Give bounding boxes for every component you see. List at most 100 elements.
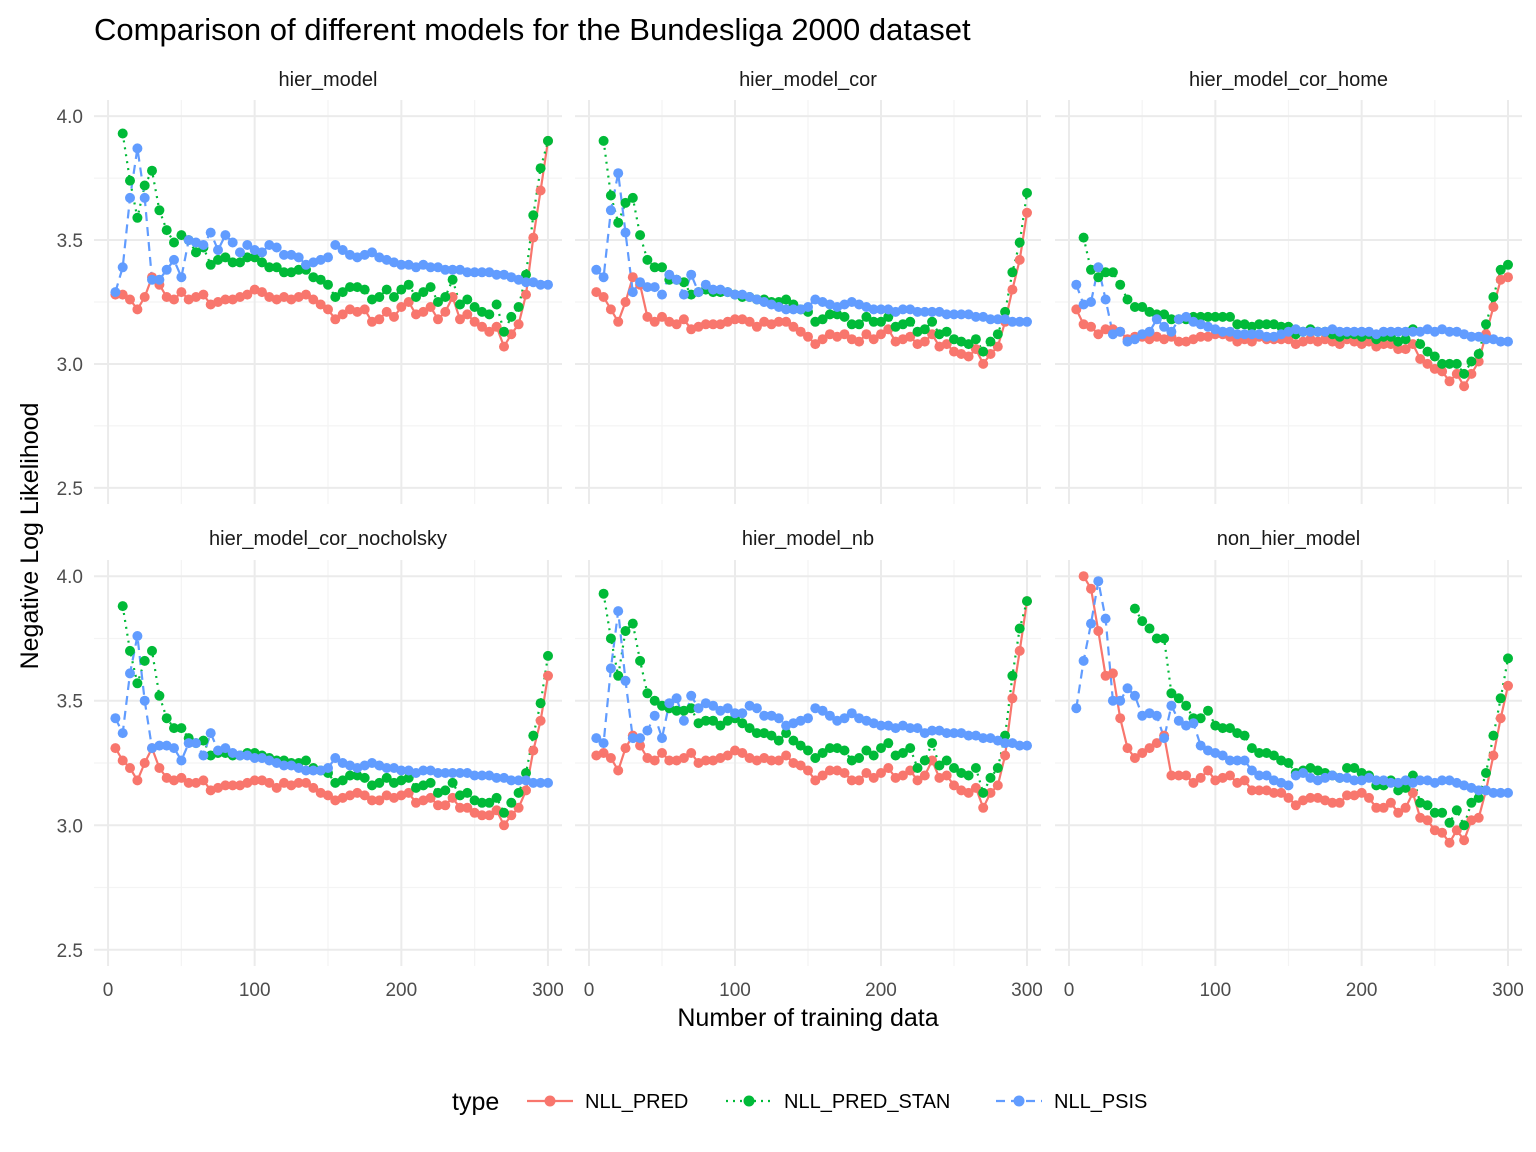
data-point-NLL_PRED: [627, 272, 638, 283]
data-point-NLL_PRED: [1100, 324, 1111, 335]
data-point-NLL_PSIS: [235, 247, 245, 258]
data-point-NLL_PRED_STAN: [1400, 782, 1411, 793]
data-point-NLL_PRED_STAN: [440, 785, 451, 796]
data-point-NLL_PRED: [1137, 748, 1148, 758]
data-point-NLL_PRED_STAN: [1000, 306, 1011, 317]
data-point-NLL_PRED: [598, 292, 609, 302]
data-point-NLL_PRED_STAN: [883, 738, 894, 749]
data-point-NLL_PRED: [854, 336, 865, 347]
data-point-NLL_PRED_STAN: [919, 324, 930, 335]
data-point-NLL_PRED_STAN: [169, 237, 179, 248]
data-point-NLL_PSIS: [1342, 326, 1352, 337]
data-point-NLL_PRED: [154, 763, 165, 773]
data-point-NLL_PRED: [1173, 336, 1184, 347]
data-point-NLL_PSIS: [169, 254, 179, 265]
data-point-NLL_PRED_STAN: [345, 770, 355, 781]
data-point-NLL_PRED: [462, 802, 473, 813]
data-point-NLL_PSIS: [941, 728, 952, 739]
data-point-NLL_PSIS: [949, 728, 959, 739]
data-point-NLL_PRED: [484, 326, 495, 337]
data-point-NLL_PRED: [396, 302, 407, 312]
data-point-NLL_PRED: [433, 800, 443, 811]
data-point-NLL_PRED_STAN: [985, 336, 996, 347]
data-point-NLL_PRED: [308, 782, 319, 793]
data-point-NLL_PSIS: [308, 765, 319, 776]
data-point-NLL_PRED_STAN: [1203, 705, 1213, 716]
data-point-NLL_PRED: [477, 810, 487, 821]
data-point-NLL_PRED_STAN: [1444, 817, 1455, 828]
data-point-NLL_PRED_STAN: [1166, 314, 1177, 325]
data-point-NLL_PRED: [927, 329, 938, 340]
data-point-NLL_PSIS: [1378, 326, 1389, 337]
data-point-NLL_PRED: [781, 316, 792, 327]
data-point-NLL_PRED: [1007, 693, 1018, 704]
data-point-NLL_PSIS: [1007, 316, 1018, 327]
data-point-NLL_PSIS: [598, 738, 609, 749]
data-point-NLL_PSIS: [1217, 750, 1228, 761]
data-point-NLL_PRED: [678, 314, 689, 325]
data-point-NLL_PSIS: [868, 304, 879, 315]
data-point-NLL_PSIS: [1239, 329, 1250, 340]
data-point-NLL_PSIS: [198, 750, 209, 761]
data-point-NLL_PRED: [861, 768, 872, 778]
data-point-NLL_PSIS: [627, 733, 638, 744]
data-point-NLL_PRED: [455, 314, 465, 325]
data-point-NLL_PRED: [403, 297, 414, 307]
data-point-NLL_PRED: [868, 334, 879, 345]
data-point-NLL_PSIS: [1261, 331, 1272, 342]
data-point-NLL_PRED: [657, 311, 667, 322]
data-point-NLL_PRED: [535, 715, 546, 726]
data-point-NLL_PRED: [795, 760, 806, 771]
data-point-NLL_PRED: [657, 748, 667, 758]
data-point-NLL_PSIS: [1481, 334, 1491, 345]
data-point-NLL_PSIS: [425, 262, 436, 273]
data-point-NLL_PRED_STAN: [744, 723, 755, 734]
data-point-NLL_PRED_STAN: [1254, 319, 1265, 330]
data-point-NLL_PSIS: [1371, 775, 1382, 786]
facet-strip-label: hier_model_cor: [739, 69, 877, 91]
data-point-NLL_PSIS: [1071, 703, 1082, 714]
data-point-NLL_PRED: [271, 782, 282, 793]
data-point-NLL_PRED: [649, 755, 660, 766]
data-point-NLL_PRED_STAN: [205, 259, 216, 270]
y-tick-label: 3.0: [57, 816, 83, 837]
data-point-NLL_PSIS: [1393, 326, 1404, 337]
data-point-NLL_PSIS: [1100, 294, 1111, 305]
facet-strip-label: hier_model_cor_nocholsky: [209, 528, 447, 550]
data-point-NLL_PSIS: [978, 733, 989, 744]
data-point-NLL_PRED_STAN: [627, 618, 638, 629]
data-point-NLL_PRED_STAN: [635, 655, 646, 666]
data-point-NLL_PSIS: [657, 289, 667, 300]
data-point-NLL_PRED_STAN: [817, 748, 828, 758]
data-point-NLL_PRED: [469, 316, 480, 327]
data-point-NLL_PRED: [381, 306, 392, 317]
data-point-NLL_PRED_STAN: [477, 797, 487, 808]
data-point-NLL_PRED: [708, 319, 719, 330]
data-point-NLL_PRED_STAN: [1459, 820, 1470, 831]
data-point-NLL_PSIS: [1115, 695, 1126, 706]
data-point-NLL_PRED: [978, 802, 989, 813]
data-point-NLL_PRED_STAN: [613, 670, 624, 681]
data-point-NLL_PSIS: [686, 690, 697, 701]
data-point-NLL_PRED: [700, 319, 711, 330]
data-point-NLL_PRED: [1371, 802, 1382, 813]
data-point-NLL_PRED: [198, 289, 209, 300]
data-point-NLL_PSIS: [788, 304, 799, 315]
data-point-NLL_PSIS: [543, 279, 553, 290]
data-point-NLL_PRED_STAN: [117, 601, 128, 612]
data-point-NLL_PRED_STAN: [1473, 349, 1484, 359]
data-point-NLL_PSIS: [301, 765, 311, 776]
data-point-NLL_PRED_STAN: [528, 210, 539, 221]
data-point-NLL_PRED: [176, 287, 187, 298]
data-point-NLL_PSIS: [722, 703, 733, 714]
data-point-NLL_PRED_STAN: [1503, 259, 1513, 270]
data-point-NLL_PRED_STAN: [781, 294, 792, 305]
data-point-NLL_PSIS: [440, 768, 451, 778]
data-point-NLL_PSIS: [433, 768, 443, 778]
data-point-NLL_PSIS: [1195, 740, 1206, 751]
data-point-NLL_PSIS: [1151, 314, 1162, 325]
data-point-NLL_PRED_STAN: [374, 292, 385, 302]
data-point-NLL_PRED: [737, 748, 748, 758]
data-point-NLL_PRED_STAN: [220, 252, 231, 263]
data-point-NLL_PRED_STAN: [1129, 302, 1140, 312]
